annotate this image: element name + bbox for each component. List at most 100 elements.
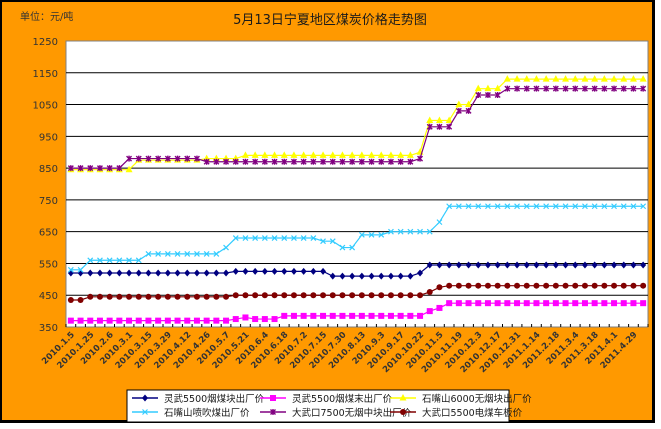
data-point xyxy=(252,316,259,323)
data-point xyxy=(387,312,394,319)
data-point xyxy=(329,272,336,280)
data-point xyxy=(533,203,540,210)
legend-label: 石嘴山喷吹煤出厂价 xyxy=(164,407,250,419)
data-point xyxy=(300,312,307,319)
data-point xyxy=(455,282,462,289)
data-point xyxy=(349,312,356,319)
data-point xyxy=(242,158,249,165)
y-tick-label: 350 xyxy=(39,323,58,334)
data-point xyxy=(300,235,307,241)
data-point xyxy=(271,158,278,165)
gridlines xyxy=(66,72,648,296)
data-point xyxy=(339,158,346,165)
data-point xyxy=(320,267,327,275)
data-point xyxy=(232,235,239,241)
data-point xyxy=(630,261,637,269)
data-point xyxy=(349,292,356,299)
data-point xyxy=(251,151,259,158)
data-point xyxy=(96,269,103,277)
data-point xyxy=(514,261,521,269)
data-point xyxy=(377,151,385,158)
data-point xyxy=(455,300,462,307)
legend-label: 大武口7500无烟中块出厂价 xyxy=(292,407,412,419)
data-point xyxy=(504,261,511,269)
data-point xyxy=(271,316,278,323)
data-point xyxy=(581,75,589,82)
data-point xyxy=(223,317,230,324)
data-point xyxy=(106,269,113,277)
data-point xyxy=(349,158,356,165)
data-point xyxy=(155,155,162,162)
data-point xyxy=(378,231,385,238)
data-point xyxy=(87,165,94,172)
data-point xyxy=(455,100,463,108)
data-point xyxy=(290,292,297,299)
data-point xyxy=(475,261,482,269)
data-point xyxy=(126,293,133,300)
data-point xyxy=(184,250,191,257)
data-point xyxy=(572,261,579,269)
legend-box xyxy=(126,389,510,423)
data-point xyxy=(533,85,540,92)
data-point xyxy=(406,151,414,158)
data-point xyxy=(223,269,230,277)
y-tick-label: 1150 xyxy=(33,69,58,80)
data-point xyxy=(193,155,200,162)
data-point xyxy=(271,235,278,241)
data-point xyxy=(620,203,627,210)
data-point xyxy=(562,282,569,289)
data-point xyxy=(252,158,259,165)
data-point xyxy=(96,317,103,324)
data-point xyxy=(116,269,123,277)
data-point xyxy=(630,282,637,289)
series-group xyxy=(67,75,647,324)
data-point xyxy=(223,293,230,300)
data-point xyxy=(339,244,346,251)
data-point xyxy=(135,293,142,300)
data-point xyxy=(455,107,462,114)
data-point xyxy=(67,317,74,324)
data-point xyxy=(271,151,279,158)
data-point xyxy=(281,235,288,241)
data-point xyxy=(126,269,133,277)
data-point xyxy=(174,317,181,324)
legend-item: 灵武5500烟煤末出厂价 xyxy=(260,393,393,405)
data-point xyxy=(87,257,94,264)
data-point xyxy=(320,292,327,299)
data-point xyxy=(116,257,123,264)
data-point xyxy=(581,261,588,269)
data-point xyxy=(562,85,569,92)
data-point xyxy=(388,228,394,235)
data-point xyxy=(485,203,491,210)
data-point xyxy=(145,155,152,162)
data-point xyxy=(126,155,133,162)
data-point xyxy=(125,165,133,173)
data-point xyxy=(164,269,171,277)
legend-item: 石嘴山喷吹煤出厂价 xyxy=(132,407,250,419)
data-point xyxy=(96,293,103,300)
data-point xyxy=(504,282,511,289)
data-point xyxy=(620,282,627,289)
data-point xyxy=(543,85,550,92)
data-point xyxy=(339,272,346,280)
data-point xyxy=(252,235,259,241)
data-point xyxy=(426,289,433,296)
data-point xyxy=(349,244,356,251)
legend-label: 灵武5500烟煤块出厂价 xyxy=(164,393,265,405)
data-point xyxy=(320,158,327,165)
data-point xyxy=(155,269,162,277)
data-point xyxy=(126,317,133,324)
data-point xyxy=(562,261,569,269)
data-point xyxy=(300,292,307,299)
data-point xyxy=(174,269,181,277)
data-point xyxy=(533,261,540,269)
data-point xyxy=(300,267,307,275)
data-point xyxy=(552,85,559,92)
series-4 xyxy=(67,85,647,172)
y-tick-label: 950 xyxy=(39,132,58,143)
data-point xyxy=(542,75,550,82)
data-point xyxy=(135,317,142,324)
data-point xyxy=(611,261,618,269)
data-point xyxy=(106,165,113,172)
data-point xyxy=(435,116,443,123)
